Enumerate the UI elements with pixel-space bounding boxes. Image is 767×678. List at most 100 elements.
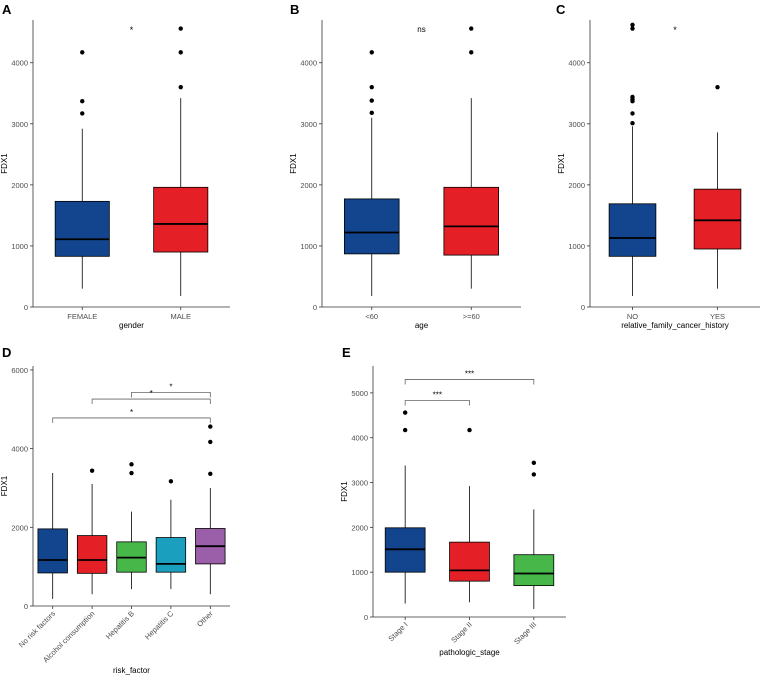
y-tick-label: 5000 (351, 389, 368, 398)
y-axis-label: FDX1 (0, 475, 9, 496)
outlier-point (630, 111, 635, 116)
box-body (443, 186, 500, 256)
panel-c: C 0 1000 2000 3000 4000 FDX1 relative_family_ca… (556, 2, 760, 330)
box-body (153, 186, 209, 253)
box-body (449, 541, 490, 582)
y-axis-label: FDX1 (0, 153, 9, 174)
y-tick-label: 4000 (300, 59, 317, 68)
y-tick-label: 2000 (351, 523, 368, 532)
x-axis-label: pathologic_stage (439, 648, 500, 657)
panel-label: A (2, 2, 12, 17)
significance-bracket (404, 400, 470, 406)
y-tick-label: 4000 (351, 434, 368, 443)
outlier-point (630, 94, 635, 100)
outlier-point (80, 111, 85, 116)
x-tick-label: FEMALE (67, 312, 97, 321)
box-body (155, 537, 187, 573)
box-other (195, 424, 226, 595)
y-tick-label: 3000 (11, 120, 28, 129)
outlier-point (369, 110, 374, 116)
outlier-point (630, 120, 635, 126)
outlier-point (531, 460, 537, 466)
box-hepatitis-c (155, 479, 187, 590)
box-stage-iii (513, 460, 555, 609)
outlier-point (531, 472, 537, 477)
x-axis-label: risk_factor (113, 666, 150, 675)
x-axis-label: age (415, 321, 429, 330)
y-axis-label: FDX1 (557, 153, 566, 174)
y-tick-label: 4000 (11, 59, 28, 68)
outlier-point (630, 26, 635, 31)
outlier-point (402, 427, 408, 433)
y-tick-label: 2000 (568, 181, 585, 190)
outlier-point (369, 98, 374, 103)
box-body (76, 535, 108, 574)
panel-e: E 0 1000 2000 3000 4000 5000 FDX1 pathologic_sta… (340, 345, 566, 657)
box-body (343, 198, 400, 255)
x-tick-label: Hepatitis C (143, 609, 176, 642)
y-tick-label: 3000 (568, 120, 585, 129)
y-tick-label: 2000 (11, 181, 28, 190)
x-tick-label: Hepatitis B (104, 609, 136, 641)
x-tick-label: Stage III (512, 620, 538, 646)
significance-label: * (673, 25, 677, 35)
y-tick-label: 0 (364, 613, 368, 622)
panel-label: E (342, 345, 351, 360)
y-axis-label: FDX1 (289, 153, 298, 174)
outlier-point (178, 84, 183, 90)
y-tick-label: 4000 (568, 59, 585, 68)
x-tick-label: No risk factors (17, 609, 57, 649)
y-tick-label: 4000 (11, 445, 28, 454)
panel-label: C (556, 2, 566, 17)
significance-bracket (52, 417, 211, 423)
outlier-point (715, 84, 720, 90)
box-stage-ii (449, 427, 490, 603)
box--60 (343, 50, 400, 297)
y-axis-label: FDX1 (340, 481, 349, 502)
box-body (37, 528, 68, 574)
y-tick-label: 2000 (300, 181, 317, 190)
y-tick-label: 1000 (300, 242, 317, 251)
panel-label: B (290, 2, 299, 17)
box-hepatitis-b (116, 462, 147, 590)
significance-label: * (169, 382, 172, 391)
outlier-point (168, 479, 174, 484)
outlier-point (369, 84, 374, 90)
significance-bracket (404, 379, 535, 385)
outlier-point (208, 471, 213, 477)
y-tick-label: 2000 (11, 523, 28, 532)
outlier-point (129, 462, 134, 467)
significance-label: * (130, 408, 133, 417)
significance-label: *** (433, 391, 442, 400)
significance-label: *** (465, 369, 474, 378)
outlier-point (630, 22, 635, 28)
outlier-point (402, 410, 408, 415)
y-tick-label: 1000 (568, 242, 585, 251)
outlier-point (178, 50, 183, 55)
x-tick-label: <60 (365, 312, 378, 321)
y-tick-label: 0 (24, 303, 28, 312)
outlier-point (369, 50, 374, 55)
outlier-point (80, 50, 85, 55)
box-body (693, 188, 742, 250)
significance-bracket (131, 391, 211, 398)
y-tick-label: 1000 (351, 568, 368, 577)
box-alcohol-consumption (76, 468, 108, 595)
panel-label: D (2, 345, 11, 360)
y-tick-label: 3000 (300, 120, 317, 129)
y-tick-label: 6000 (11, 366, 28, 375)
significance-label: ns (417, 25, 425, 34)
y-tick-label: 1000 (11, 242, 28, 251)
box-no (608, 22, 657, 297)
x-tick-label: Stage I (386, 620, 409, 643)
outlier-point (467, 427, 472, 433)
x-tick-label: >=60 (463, 312, 480, 321)
x-axis-label: relative_family_cancer_history (621, 321, 729, 330)
x-axis-label: gender (119, 321, 144, 330)
significance-label: * (130, 25, 134, 35)
box-yes (693, 84, 742, 289)
panel-d: D 0 2000 4000 6000 FDX1 risk_factor No risk fac… (0, 345, 230, 675)
y-tick-label: 0 (24, 602, 28, 611)
x-tick-label: MALE (171, 312, 191, 321)
